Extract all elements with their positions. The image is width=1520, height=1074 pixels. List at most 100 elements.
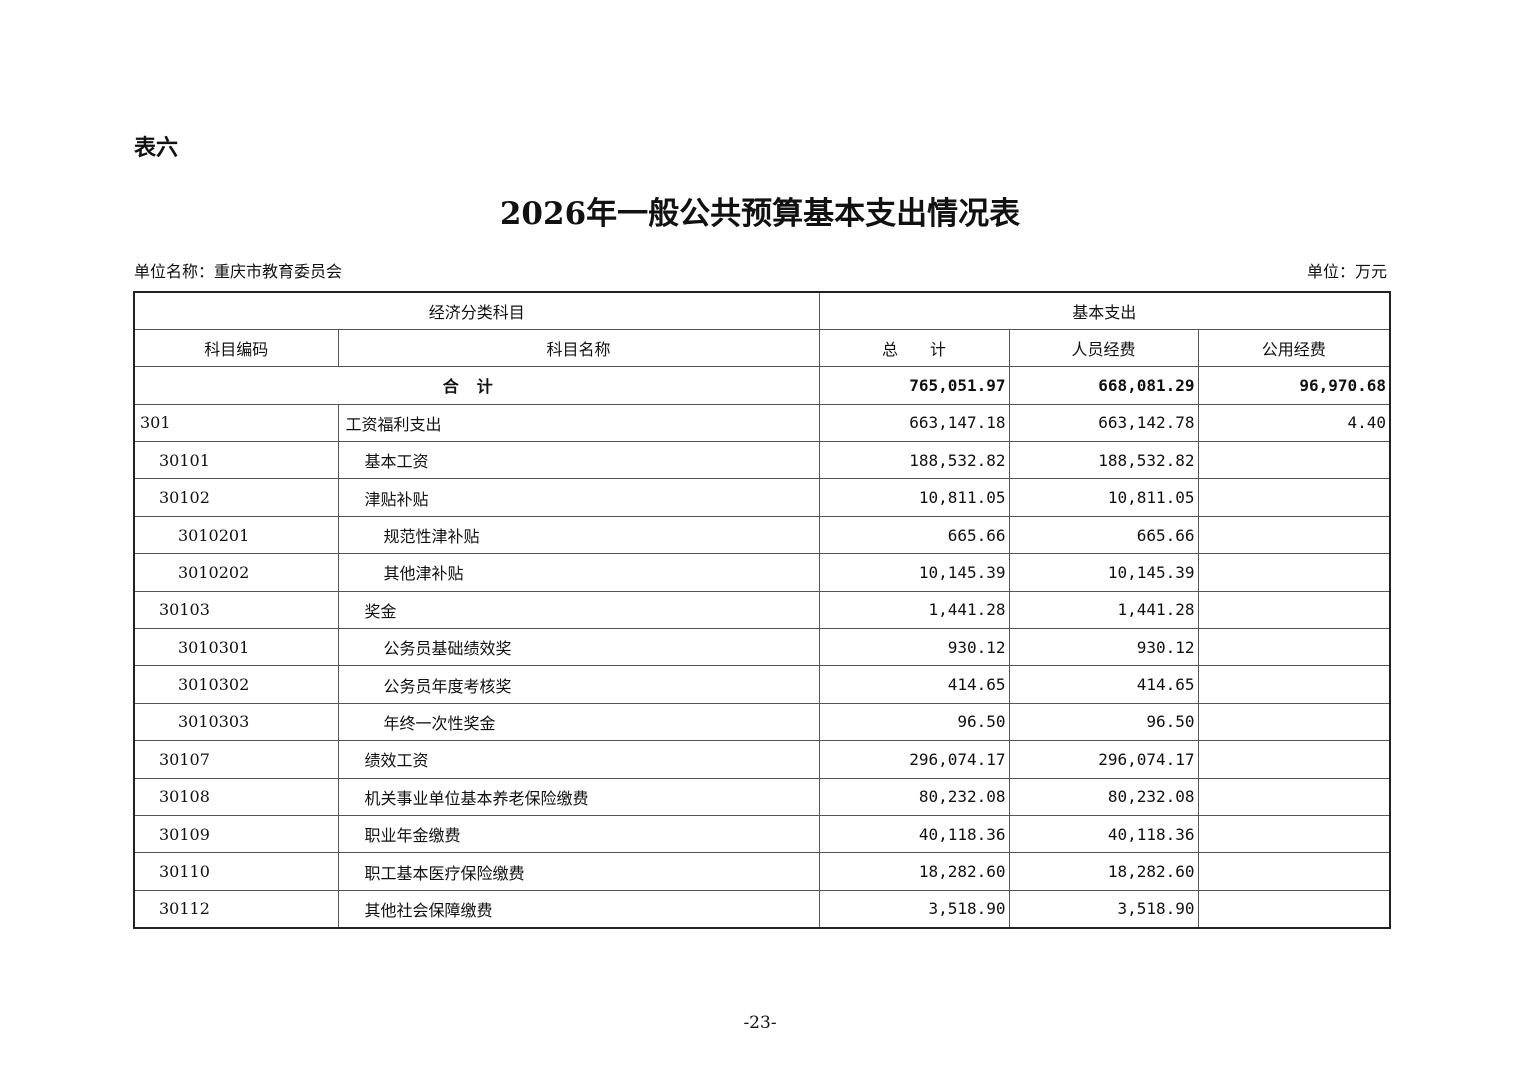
row-personnel: 930.12 xyxy=(1008,628,1199,667)
row-personnel: 188,532.82 xyxy=(1008,441,1199,480)
table-row: 301 工资福利支出 663,147.18 663,142.78 4.40 xyxy=(133,403,1391,443)
total-public: 96,970.68 xyxy=(1197,366,1391,405)
currency-unit: 单位：万元 xyxy=(1306,262,1387,281)
unit-name: 单位名称：重庆市教育委员会 xyxy=(134,262,343,281)
header-economic-class: 经济分类科目 xyxy=(133,291,820,330)
row-name: 公务员年度考核奖 xyxy=(337,665,820,704)
row-name: 其他津补贴 xyxy=(337,553,820,592)
row-total: 10,811.05 xyxy=(818,478,1010,517)
row-personnel: 1,441.28 xyxy=(1008,590,1199,630)
table-row: 30101 基本工资 188,532.82 188,532.82 xyxy=(133,441,1391,480)
row-total: 930.12 xyxy=(818,628,1010,667)
header-code: 科目编码 xyxy=(133,328,339,368)
row-personnel: 18,282.60 xyxy=(1008,852,1199,891)
row-name: 其他社会保障缴费 xyxy=(337,889,820,929)
row-total: 663,147.18 xyxy=(818,403,1010,443)
row-name: 津贴补贴 xyxy=(337,478,820,517)
header-public: 公用经费 xyxy=(1197,328,1391,368)
row-code: 301 xyxy=(133,403,339,443)
row-name: 职工基本医疗保险缴费 xyxy=(337,852,820,891)
row-code: 3010303 xyxy=(133,702,339,742)
table-row: 30109 职业年金缴费 40,118.36 40,118.36 xyxy=(133,814,1391,854)
table-row: 30103 奖金 1,441.28 1,441.28 xyxy=(133,590,1391,630)
row-total: 414.65 xyxy=(818,665,1010,704)
row-code: 3010301 xyxy=(133,628,339,667)
row-personnel: 96.50 xyxy=(1008,702,1199,742)
budget-table: 经济分类科目 基本支出 科目编码 科目名称 总 计 人员经费 公用经费 合计 7… xyxy=(133,291,1392,929)
row-public xyxy=(1197,740,1391,779)
row-personnel: 296,074.17 xyxy=(1008,740,1199,779)
table-row: 3010302 公务员年度考核奖 414.65 414.65 xyxy=(133,665,1391,704)
row-public xyxy=(1197,889,1391,929)
header-name: 科目名称 xyxy=(337,328,820,368)
row-personnel: 3,518.90 xyxy=(1008,889,1199,929)
row-name: 绩效工资 xyxy=(337,740,820,779)
row-code: 30110 xyxy=(133,852,339,891)
row-public xyxy=(1197,628,1391,667)
row-personnel: 40,118.36 xyxy=(1008,814,1199,854)
row-public xyxy=(1197,665,1391,704)
row-public xyxy=(1197,441,1391,480)
row-public xyxy=(1197,702,1391,742)
row-code: 30112 xyxy=(133,889,339,929)
row-public xyxy=(1197,478,1391,517)
table-row: 30108 机关事业单位基本养老保险缴费 80,232.08 80,232.08 xyxy=(133,777,1391,816)
row-personnel: 414.65 xyxy=(1008,665,1199,704)
row-total: 188,532.82 xyxy=(818,441,1010,480)
row-total: 40,118.36 xyxy=(818,814,1010,854)
row-personnel: 663,142.78 xyxy=(1008,403,1199,443)
total-label: 合计 xyxy=(133,366,820,405)
table-label: 表六 xyxy=(134,136,179,161)
row-code: 30102 xyxy=(133,478,339,517)
table-row: 3010301 公务员基础绩效奖 930.12 930.12 xyxy=(133,628,1391,667)
row-name: 基本工资 xyxy=(337,441,820,480)
row-total: 1,441.28 xyxy=(818,590,1010,630)
row-name: 工资福利支出 xyxy=(337,403,820,443)
row-code: 3010202 xyxy=(133,553,339,592)
table-row: 3010202 其他津补贴 10,145.39 10,145.39 xyxy=(133,553,1391,592)
table-row: 3010201 规范性津补贴 665.66 665.66 xyxy=(133,515,1391,555)
row-code: 30108 xyxy=(133,777,339,816)
page-title: 2026年一般公共预算基本支出情况表 xyxy=(499,196,1021,232)
row-name: 年终一次性奖金 xyxy=(337,702,820,742)
row-code: 3010302 xyxy=(133,665,339,704)
header-personnel: 人员经费 xyxy=(1008,328,1199,368)
row-total: 3,518.90 xyxy=(818,889,1010,929)
total-row: 合计 765,051.97 668,081.29 96,970.68 xyxy=(133,366,1391,405)
total-personnel: 668,081.29 xyxy=(1008,366,1199,405)
row-total: 18,282.60 xyxy=(818,852,1010,891)
row-code: 30101 xyxy=(133,441,339,480)
header-basic-expenditure: 基本支出 xyxy=(818,291,1391,330)
table-row: 3010303 年终一次性奖金 96.50 96.50 xyxy=(133,702,1391,742)
row-code: 30103 xyxy=(133,590,339,630)
row-total: 10,145.39 xyxy=(818,553,1010,592)
table-row: 30102 津贴补贴 10,811.05 10,811.05 xyxy=(133,478,1391,517)
page-number: -23- xyxy=(743,1013,777,1033)
row-public xyxy=(1197,814,1391,854)
row-public xyxy=(1197,852,1391,891)
row-total: 80,232.08 xyxy=(818,777,1010,816)
row-total: 96.50 xyxy=(818,702,1010,742)
row-total: 296,074.17 xyxy=(818,740,1010,779)
row-code: 3010201 xyxy=(133,515,339,555)
total-total: 765,051.97 xyxy=(818,366,1010,405)
row-name: 职业年金缴费 xyxy=(337,814,820,854)
row-public: 4.40 xyxy=(1197,403,1391,443)
table-row: 30107 绩效工资 296,074.17 296,074.17 xyxy=(133,740,1391,779)
row-name: 规范性津补贴 xyxy=(337,515,820,555)
row-code: 30109 xyxy=(133,814,339,854)
row-public xyxy=(1197,590,1391,630)
header-row: 科目编码 科目名称 总 计 人员经费 公用经费 xyxy=(133,328,1391,368)
row-public xyxy=(1197,515,1391,555)
row-name: 机关事业单位基本养老保险缴费 xyxy=(337,777,820,816)
row-total: 665.66 xyxy=(818,515,1010,555)
row-name: 奖金 xyxy=(337,590,820,630)
row-public xyxy=(1197,777,1391,816)
row-personnel: 665.66 xyxy=(1008,515,1199,555)
row-personnel: 10,811.05 xyxy=(1008,478,1199,517)
row-personnel: 80,232.08 xyxy=(1008,777,1199,816)
table-row: 30112 其他社会保障缴费 3,518.90 3,518.90 xyxy=(133,889,1391,929)
row-public xyxy=(1197,553,1391,592)
row-name: 公务员基础绩效奖 xyxy=(337,628,820,667)
table-row: 30110 职工基本医疗保险缴费 18,282.60 18,282.60 xyxy=(133,852,1391,891)
